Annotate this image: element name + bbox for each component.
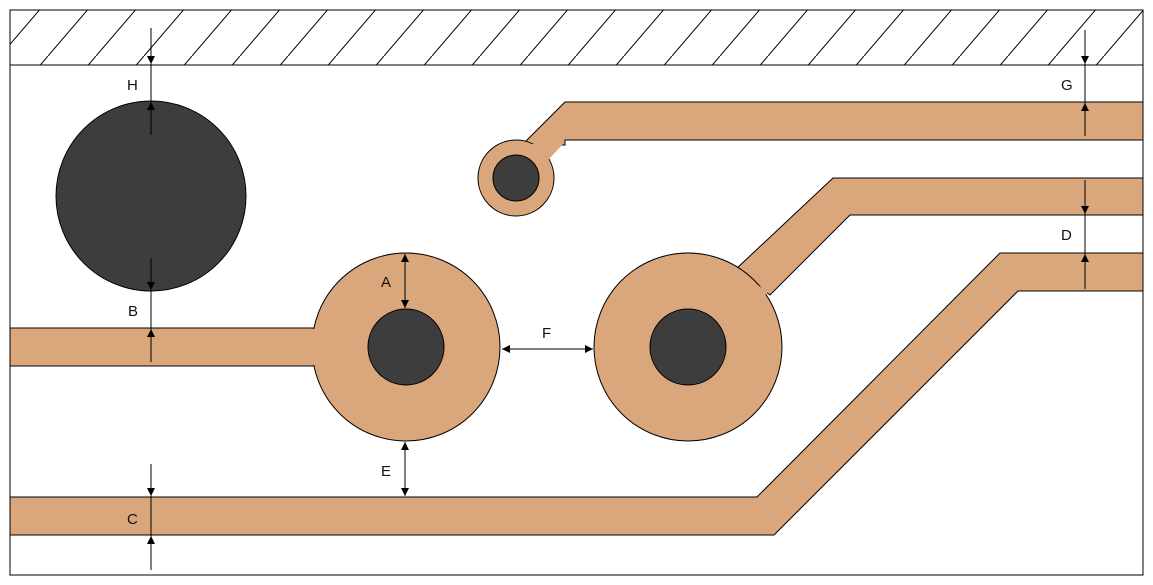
left-trace xyxy=(9,327,321,367)
small-via-hole xyxy=(492,154,540,202)
label-h: H xyxy=(127,77,138,94)
board-edge-hatch xyxy=(10,10,1143,65)
top-trace-join xyxy=(524,144,563,160)
third-trace xyxy=(9,252,1144,536)
second-trace-join xyxy=(730,272,768,300)
label-f: F xyxy=(542,325,551,342)
left-trace-join xyxy=(300,329,330,365)
label-c: C xyxy=(127,511,138,528)
top-trace xyxy=(520,101,1144,146)
label-g: G xyxy=(1061,77,1073,94)
label-e: E xyxy=(381,463,391,480)
right-pad-hole xyxy=(649,308,727,386)
label-a: A xyxy=(381,274,391,291)
label-d: D xyxy=(1061,227,1072,244)
second-trace xyxy=(734,177,1144,296)
label-b: B xyxy=(128,303,138,320)
left-pad-hole xyxy=(367,308,445,386)
